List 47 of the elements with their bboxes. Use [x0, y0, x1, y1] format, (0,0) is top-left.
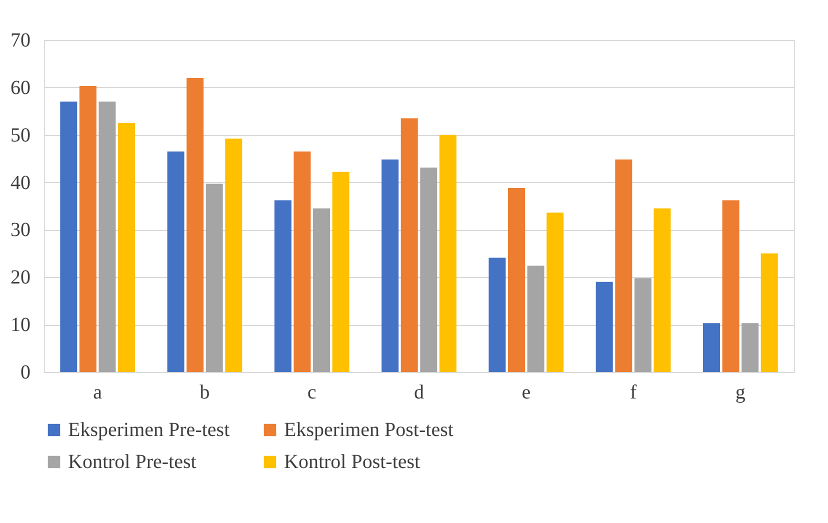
bar — [703, 323, 720, 372]
y-tick-label: 50 — [10, 124, 30, 146]
x-tick-label: d — [414, 382, 424, 404]
bar — [439, 134, 456, 372]
bar — [274, 200, 292, 372]
legend-label: Eksperimen Post-test — [284, 419, 454, 441]
x-tick-label: c — [307, 382, 316, 404]
bar — [760, 253, 778, 372]
bar — [596, 282, 613, 372]
bar — [527, 266, 544, 372]
bar — [634, 278, 652, 372]
bar — [400, 118, 418, 372]
bar — [488, 258, 506, 372]
x-tick-label: g — [735, 382, 746, 404]
legend-label: Kontrol Pre-test — [68, 451, 197, 473]
bar — [186, 78, 204, 372]
bar — [722, 200, 740, 372]
x-tick-label: f — [630, 382, 637, 404]
bar — [615, 160, 632, 372]
bar — [332, 172, 350, 372]
bar — [382, 160, 399, 372]
bar — [167, 151, 184, 372]
y-tick-label: 20 — [10, 266, 30, 289]
bar — [294, 151, 311, 372]
bar — [79, 86, 96, 372]
bar — [742, 323, 759, 372]
bar — [206, 184, 223, 372]
bar — [508, 188, 525, 372]
bar — [313, 208, 330, 372]
y-tick-label: 60 — [10, 76, 30, 99]
bar — [118, 123, 135, 372]
y-tick-label: 70 — [10, 30, 30, 52]
y-tick-label: 0 — [20, 362, 30, 384]
bar — [98, 102, 116, 372]
bar — [654, 208, 671, 372]
y-tick-label: 10 — [10, 314, 30, 336]
bar — [420, 168, 438, 372]
y-tick-label: 40 — [10, 172, 30, 194]
bar — [225, 138, 242, 372]
bar — [60, 102, 78, 372]
x-tick-label: a — [93, 382, 102, 404]
bar — [546, 212, 564, 372]
y-tick-label: 30 — [10, 219, 30, 242]
legend-label: Kontrol Post-test — [284, 451, 421, 473]
x-tick-label: e — [522, 382, 531, 404]
legend-label: Eksperimen Pre-test — [68, 419, 230, 441]
x-tick-label: b — [200, 382, 210, 404]
